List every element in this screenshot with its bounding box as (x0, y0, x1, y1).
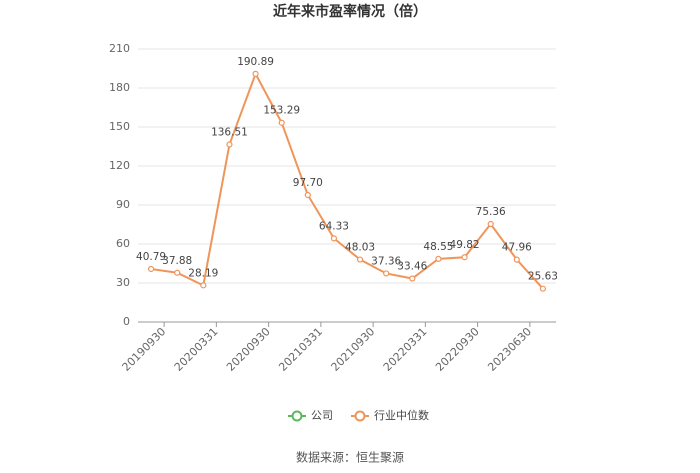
point (435, 255, 442, 262)
point (409, 275, 416, 282)
data-label: 48.55 (423, 241, 453, 253)
x-tick-label: 20210930 (329, 325, 378, 374)
x-tick-label: 20200930 (224, 325, 273, 374)
x-tick-label: 20220331 (381, 325, 430, 374)
data-label: 49.82 (450, 239, 480, 251)
y-tick-label: 90 (116, 198, 130, 211)
data-label: 136.51 (211, 127, 248, 139)
point (356, 256, 364, 263)
point (174, 269, 181, 276)
y-tick-label: 210 (109, 42, 130, 55)
data-label: 37.36 (371, 255, 401, 267)
data-label: 153.29 (263, 105, 300, 117)
x-tick-label: 20220930 (433, 325, 482, 374)
data-label: 48.03 (345, 242, 375, 254)
point (513, 256, 520, 263)
line (150, 71, 544, 290)
legend-marker (354, 410, 366, 422)
x-tick-label: 20200331 (172, 325, 221, 374)
legend-marker (291, 410, 303, 422)
point (252, 70, 259, 77)
x-tick-label: 20210331 (276, 325, 325, 374)
point (278, 119, 285, 126)
data-label: 190.89 (237, 56, 274, 68)
point (539, 285, 547, 292)
source: 数据来源：恒生聚源 (296, 450, 404, 465)
data-label: 47.96 (502, 242, 532, 254)
legend-label: 公司 (311, 409, 333, 422)
data-label: 33.46 (397, 261, 427, 273)
chart-title: 近年来市盈率情况（倍） (273, 3, 427, 20)
y-tick-label: 120 (109, 159, 130, 172)
point (200, 282, 207, 289)
data-label: 40.79 (136, 251, 166, 263)
point (487, 220, 494, 228)
point (330, 235, 338, 242)
y-tick-label: 60 (116, 237, 130, 250)
point (383, 270, 390, 277)
data-label: 28.19 (188, 267, 218, 279)
y-tick-label: 30 (116, 276, 130, 289)
point (226, 141, 233, 148)
data-label: 97.70 (293, 177, 323, 189)
point (304, 191, 311, 199)
data-label: 75.36 (476, 206, 506, 218)
data-label: 64.33 (319, 220, 349, 232)
data-label: 25.63 (528, 271, 558, 283)
y-tick-label: 0 (123, 315, 130, 328)
x-tick-label: 20230630 (485, 325, 534, 374)
x-tick-label: 20190930 (120, 325, 169, 374)
data-label: 37.88 (162, 255, 192, 267)
y-tick-label: 150 (109, 120, 130, 133)
y-tick-label: 180 (109, 81, 130, 94)
legend-label: 行业中位数 (374, 408, 429, 422)
point (147, 265, 155, 273)
point (461, 254, 468, 261)
